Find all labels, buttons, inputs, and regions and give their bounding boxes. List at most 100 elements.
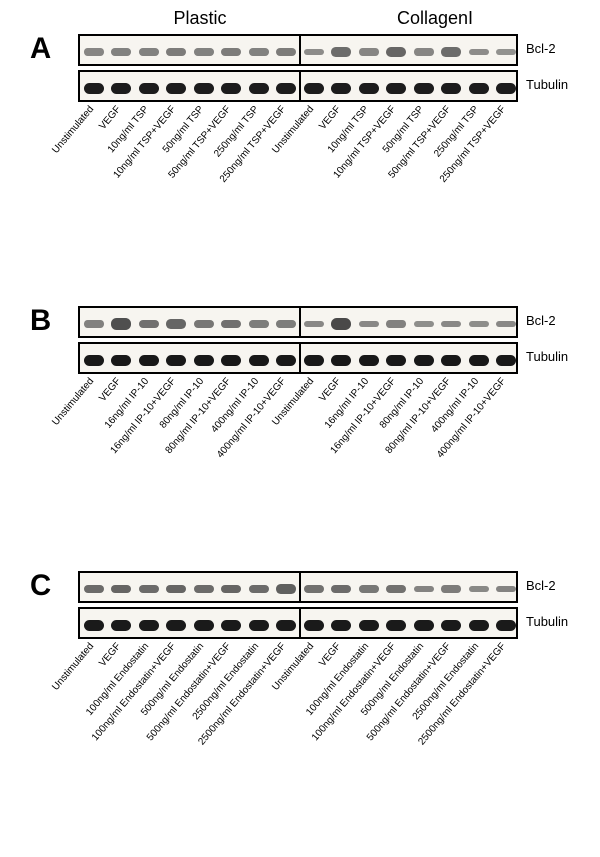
band (249, 320, 269, 328)
band (111, 83, 131, 94)
blot-row-B-tubulin (78, 342, 518, 374)
band (414, 321, 434, 327)
blot-divider (299, 342, 301, 374)
band (414, 620, 434, 631)
band (276, 320, 296, 328)
band (249, 48, 269, 56)
blot-row-B-bcl-2 (78, 306, 518, 338)
band (111, 318, 131, 329)
row-label-bcl-2: Bcl-2 (526, 313, 556, 328)
band (386, 83, 406, 94)
band (139, 620, 159, 631)
band (496, 49, 516, 55)
band (331, 318, 351, 330)
blot-half-plastic (80, 344, 300, 372)
blot-half-collagen (300, 36, 518, 64)
band (249, 620, 269, 631)
band (84, 620, 104, 631)
band (221, 83, 241, 94)
header-plastic: Plastic (140, 8, 260, 29)
band (139, 585, 159, 594)
band (386, 320, 406, 327)
band (249, 355, 269, 366)
band (414, 586, 434, 593)
band (84, 48, 104, 55)
figure-root: Plastic CollagenI ABcl-2TubulinUnstimula… (0, 0, 600, 857)
band (166, 585, 186, 594)
band (166, 319, 186, 328)
blot-half-plastic (80, 573, 300, 601)
band (359, 321, 379, 328)
band (139, 320, 159, 329)
band (469, 355, 489, 366)
blot-half-collagen (300, 344, 518, 372)
band (221, 355, 241, 366)
band (139, 355, 159, 366)
band (441, 620, 461, 631)
band (359, 620, 379, 631)
blot-half-plastic (80, 308, 300, 336)
band (359, 48, 379, 55)
band (84, 83, 104, 94)
row-label-bcl-2: Bcl-2 (526, 578, 556, 593)
lane-label: VEGF (318, 104, 344, 132)
blot-divider (299, 306, 301, 338)
band (496, 321, 516, 328)
band (166, 620, 186, 631)
band (111, 585, 131, 594)
blot-half-plastic (80, 72, 300, 100)
row-label-tubulin: Tubulin (526, 77, 568, 92)
band (386, 355, 406, 366)
band (359, 355, 379, 366)
band (331, 83, 351, 94)
lane-label: VEGF (318, 641, 344, 669)
band (469, 586, 489, 592)
band (166, 48, 186, 56)
blot-half-collagen (300, 72, 518, 100)
band (276, 48, 296, 56)
band (276, 584, 296, 593)
row-label-tubulin: Tubulin (526, 349, 568, 364)
band (496, 355, 516, 366)
blot-row-C-tubulin (78, 607, 518, 639)
band (84, 355, 104, 366)
band (414, 48, 434, 55)
band (331, 355, 351, 366)
blot-half-collagen (300, 609, 518, 637)
band (469, 620, 489, 631)
band (386, 585, 406, 593)
blot-divider (299, 70, 301, 102)
blot-half-plastic (80, 36, 300, 64)
blot-half-collagen (300, 573, 518, 601)
blot-half-plastic (80, 609, 300, 637)
band (304, 620, 324, 631)
band (194, 48, 214, 56)
band (441, 585, 461, 592)
band (414, 83, 434, 94)
band (331, 585, 351, 594)
band (469, 321, 489, 327)
band (441, 321, 461, 328)
band (496, 83, 516, 94)
header-collagen: CollagenI (365, 8, 505, 29)
blot-row-C-bcl-2 (78, 571, 518, 603)
band (221, 320, 241, 329)
band (221, 620, 241, 631)
band (496, 586, 516, 593)
band (441, 83, 461, 94)
band (249, 585, 269, 594)
band (331, 620, 351, 631)
band (359, 83, 379, 94)
band (84, 320, 104, 327)
band (441, 47, 461, 56)
panel-label-C: C (30, 569, 51, 603)
band (469, 49, 489, 56)
lane-label: Unstimulated (50, 104, 96, 156)
panel-B: BBcl-2TubulinUnstimulatedVEGF16ng/ml IP-… (0, 300, 600, 560)
band (84, 585, 104, 594)
lane-label: VEGF (98, 104, 124, 132)
band (111, 48, 131, 56)
band (496, 620, 516, 631)
band (166, 355, 186, 366)
band (276, 620, 296, 631)
